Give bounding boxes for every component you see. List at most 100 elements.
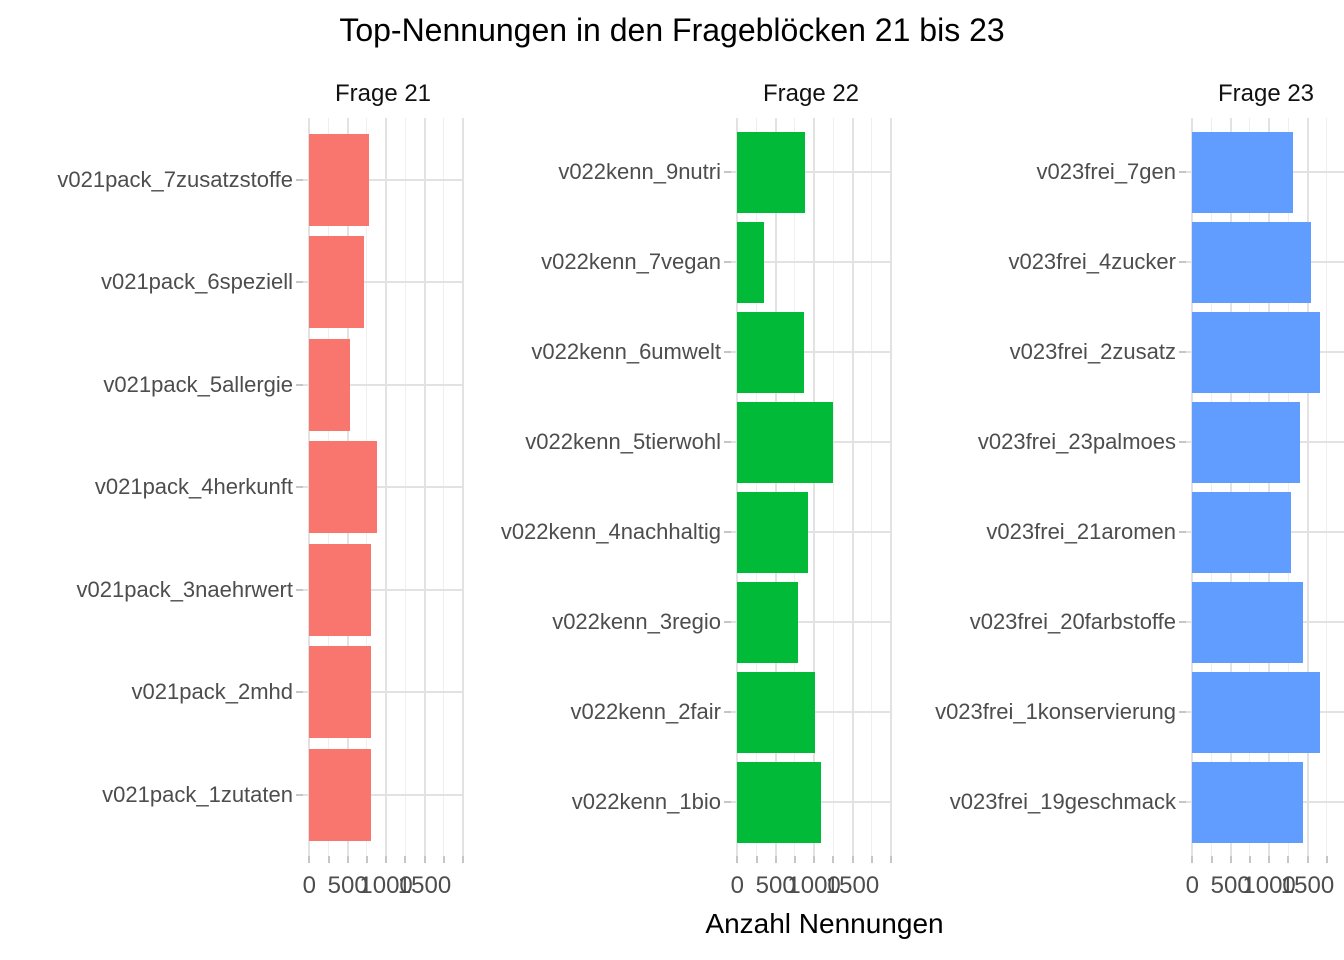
category-label: v022kenn_4nachhaltig bbox=[500, 519, 721, 544]
category-label: v023frei_1konservierung bbox=[935, 699, 1176, 724]
category-label: v023frei_2zusatz bbox=[1009, 339, 1176, 364]
x-tick-label: 1000 bbox=[787, 872, 841, 899]
y-axis-tick bbox=[724, 171, 731, 173]
bar bbox=[737, 762, 822, 843]
y-axis-tick bbox=[296, 281, 303, 283]
category-label: v021pack_4herkunft bbox=[94, 474, 293, 499]
panel bbox=[303, 118, 464, 856]
bar bbox=[309, 134, 370, 226]
y-axis-tick bbox=[1179, 441, 1186, 443]
x-tick-label: 500 bbox=[755, 872, 796, 899]
y-axis-tick bbox=[724, 261, 731, 263]
gridline-major-h bbox=[731, 171, 891, 173]
x-axis-tick bbox=[461, 856, 464, 863]
gridline-major-h bbox=[731, 261, 891, 263]
x-tick-label: 1500 bbox=[825, 872, 880, 899]
y-axis-tick bbox=[1179, 621, 1186, 623]
bar bbox=[309, 236, 365, 328]
gridline-major-h bbox=[303, 178, 463, 181]
y-axis-tick bbox=[724, 351, 731, 353]
x-axis-tick bbox=[404, 856, 407, 863]
bar bbox=[1192, 762, 1304, 843]
gridline-major-v bbox=[736, 118, 739, 856]
y-axis-tick bbox=[1179, 171, 1186, 173]
x-axis-tick bbox=[365, 856, 368, 863]
gridline-major-v bbox=[889, 118, 892, 856]
gridline-minor-v bbox=[1211, 118, 1212, 856]
gridline-minor-v bbox=[1287, 118, 1289, 856]
y-axis-tick bbox=[296, 486, 303, 488]
facet-title: Frage 23 bbox=[1217, 80, 1315, 107]
x-axis-tick bbox=[308, 856, 311, 863]
category-label: v022kenn_3regio bbox=[552, 609, 721, 634]
category-label: v021pack_7zusatzstoffe bbox=[57, 167, 293, 192]
x-tick-label: 500 bbox=[327, 872, 368, 899]
x-axis-tick bbox=[423, 856, 426, 863]
x-axis-tick bbox=[1287, 856, 1290, 863]
bar bbox=[1192, 672, 1321, 753]
gridline-major-h bbox=[303, 281, 463, 283]
gridline-major-v bbox=[1268, 118, 1271, 856]
category-label: v023frei_23palmoes bbox=[977, 429, 1176, 454]
x-axis-tick bbox=[813, 856, 816, 863]
bar bbox=[1192, 222, 1312, 303]
x-axis-tick bbox=[1191, 856, 1194, 863]
gridline-major-h bbox=[303, 486, 463, 488]
x-axis-tick bbox=[1306, 856, 1309, 863]
panel bbox=[731, 118, 892, 856]
bar bbox=[309, 441, 378, 533]
plot-title: Top-Nennungen in den Frageblöcken 21 bis… bbox=[339, 12, 1005, 48]
bar bbox=[1192, 402, 1301, 483]
x-axis-tick bbox=[870, 856, 873, 863]
x-tick-label: 0 bbox=[302, 872, 316, 899]
x-axis-tick bbox=[851, 856, 854, 863]
x-axis-tick bbox=[736, 856, 739, 863]
y-axis-tick bbox=[296, 691, 303, 693]
gridline-major-h bbox=[303, 383, 463, 386]
x-axis-tick bbox=[1325, 856, 1328, 863]
x-axis-tick bbox=[327, 856, 330, 863]
x-axis-tick bbox=[385, 856, 388, 863]
gridline-major-h bbox=[303, 793, 463, 796]
category-label: v021pack_6speziell bbox=[100, 269, 293, 294]
y-axis-tick bbox=[1179, 351, 1186, 353]
y-axis-tick bbox=[296, 384, 303, 386]
facet-title: Frage 22 bbox=[762, 80, 860, 107]
category-label: v023frei_19geschmack bbox=[949, 789, 1176, 814]
y-axis-tick bbox=[1179, 261, 1186, 263]
category-label: v021pack_3naehrwert bbox=[76, 577, 293, 602]
bar bbox=[1192, 312, 1321, 393]
y-axis-tick bbox=[724, 801, 731, 803]
gridline-minor-v bbox=[794, 118, 796, 856]
category-label: v022kenn_9nutri bbox=[558, 159, 721, 184]
x-tick-label: 1000 bbox=[359, 872, 413, 899]
gridline-major-v bbox=[813, 118, 816, 856]
x-tick-label: 1000 bbox=[1242, 872, 1296, 899]
gridline-major-h bbox=[731, 531, 891, 533]
gridline-minor-v bbox=[871, 118, 873, 856]
bar bbox=[737, 582, 799, 663]
x-axis-tick bbox=[793, 856, 796, 863]
bar bbox=[1192, 492, 1292, 573]
bar bbox=[1192, 132, 1294, 213]
x-tick-label: 1500 bbox=[397, 872, 452, 899]
y-axis-tick bbox=[1179, 801, 1186, 803]
y-axis-tick bbox=[724, 711, 731, 713]
bar bbox=[737, 672, 816, 753]
x-axis-tick bbox=[442, 856, 445, 863]
x-axis-tick bbox=[755, 856, 758, 863]
gridline-major-h bbox=[731, 621, 891, 623]
x-axis-tick bbox=[1210, 856, 1213, 863]
gridline-major-h bbox=[303, 588, 463, 591]
x-tick-label: 0 bbox=[1185, 872, 1199, 899]
y-axis-tick bbox=[724, 621, 731, 623]
y-axis-tick bbox=[1179, 711, 1186, 713]
x-axis-tick bbox=[774, 856, 777, 863]
category-label: v022kenn_7vegan bbox=[541, 249, 721, 274]
x-axis-title: Anzahl Nennungen bbox=[705, 908, 944, 939]
gridline-minor-v bbox=[832, 118, 834, 856]
category-label: v022kenn_1bio bbox=[571, 789, 721, 814]
category-label: v023frei_21aromen bbox=[986, 519, 1176, 544]
gridline-minor-v bbox=[756, 118, 757, 856]
